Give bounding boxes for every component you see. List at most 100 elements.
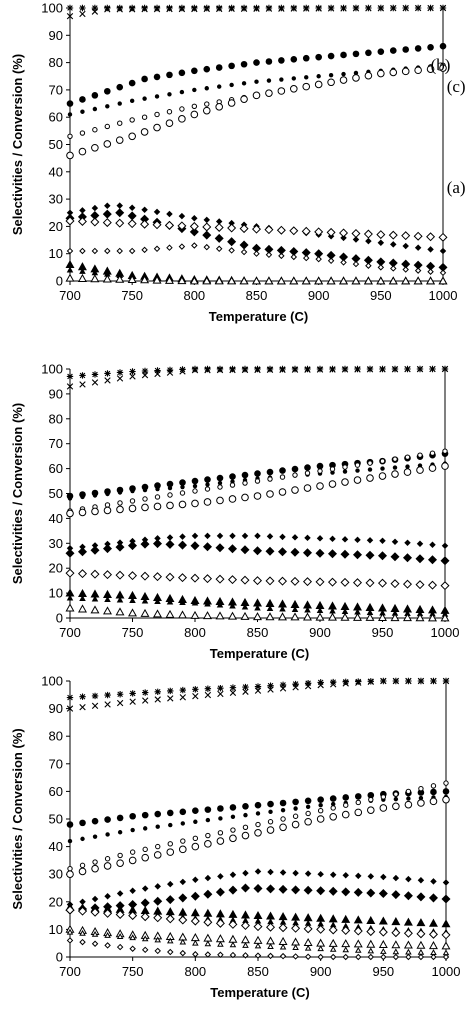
data-point	[426, 276, 436, 285]
data-point	[117, 830, 123, 835]
series-filled-diamond-small	[66, 868, 450, 908]
data-point	[66, 4, 74, 12]
data-point	[192, 835, 199, 842]
data-point	[341, 939, 351, 948]
data-point	[240, 921, 250, 931]
data-point	[302, 54, 310, 62]
data-point	[192, 692, 199, 700]
data-point	[229, 951, 237, 959]
x-tick-label: 950	[372, 964, 394, 979]
y-tick-label: 60	[49, 461, 63, 476]
data-point	[141, 114, 148, 120]
data-point	[168, 822, 173, 828]
data-point	[403, 928, 413, 938]
data-point	[189, 221, 199, 231]
data-point	[265, 546, 275, 556]
data-point	[253, 59, 260, 66]
data-point	[141, 372, 149, 379]
data-point	[291, 912, 301, 921]
data-point	[165, 609, 175, 618]
data-point	[379, 804, 388, 812]
data-point	[430, 953, 437, 961]
data-point	[329, 953, 337, 961]
x-tick-label: 700	[59, 964, 81, 979]
data-point	[229, 532, 236, 540]
data-point	[440, 613, 450, 622]
data-point	[166, 210, 173, 218]
data-point	[339, 228, 349, 238]
data-point	[254, 801, 262, 809]
data-point	[204, 486, 211, 492]
data-point	[154, 688, 161, 695]
series-x	[66, 677, 450, 712]
data-point	[304, 606, 311, 613]
data-point	[278, 488, 287, 496]
data-point	[192, 488, 198, 494]
data-point	[179, 479, 186, 486]
data-point	[266, 922, 276, 932]
data-point	[380, 948, 387, 954]
data-point	[265, 576, 275, 586]
data-point	[279, 467, 286, 474]
data-point	[154, 494, 161, 500]
data-point	[352, 578, 363, 588]
data-point	[402, 4, 409, 12]
series-x	[66, 4, 447, 20]
data-point	[216, 5, 223, 13]
data-point	[179, 938, 187, 945]
data-point	[167, 880, 174, 888]
data-point	[304, 953, 312, 960]
data-point	[254, 868, 262, 875]
series-open-circle-small	[67, 62, 446, 140]
data-point	[90, 569, 100, 579]
data-point	[430, 677, 437, 685]
data-point	[229, 834, 237, 843]
data-point	[104, 6, 111, 13]
data-point	[304, 75, 309, 80]
data-point	[367, 806, 375, 814]
data-point	[154, 883, 161, 890]
data-point	[365, 612, 375, 621]
data-point	[405, 677, 412, 685]
data-point	[167, 948, 174, 956]
data-point	[140, 128, 149, 136]
data-point	[90, 217, 100, 227]
data-point	[78, 147, 87, 156]
data-point	[66, 151, 74, 160]
data-point	[92, 859, 98, 865]
series-open-diamond	[65, 905, 451, 940]
data-point	[227, 223, 237, 233]
y-tick-label: 60	[49, 784, 63, 799]
data-point	[378, 472, 387, 480]
data-point	[229, 366, 236, 374]
data-point	[228, 247, 235, 254]
data-point	[265, 58, 273, 65]
data-point	[165, 539, 175, 549]
data-point	[390, 5, 397, 12]
data-point	[304, 366, 311, 373]
data-point	[317, 808, 324, 814]
data-point	[167, 841, 173, 847]
data-point	[104, 87, 111, 95]
data-point	[342, 680, 349, 687]
data-point	[379, 458, 386, 464]
data-point	[166, 480, 174, 488]
data-point	[115, 218, 125, 228]
data-point	[254, 952, 262, 959]
data-point	[180, 838, 186, 844]
data-point	[79, 595, 86, 602]
data-point	[354, 808, 363, 817]
data-point	[166, 937, 174, 944]
data-point	[204, 691, 212, 699]
data-point	[204, 101, 210, 107]
data-point	[405, 953, 412, 961]
data-point	[278, 252, 285, 260]
y-tick-label: 20	[49, 561, 63, 576]
y-tick-label: 0	[56, 611, 63, 626]
data-point	[129, 690, 136, 697]
data-point	[191, 842, 200, 851]
data-point	[353, 926, 363, 936]
data-point	[180, 821, 185, 826]
data-point	[191, 214, 198, 222]
annotation-label: (a)	[447, 178, 466, 197]
